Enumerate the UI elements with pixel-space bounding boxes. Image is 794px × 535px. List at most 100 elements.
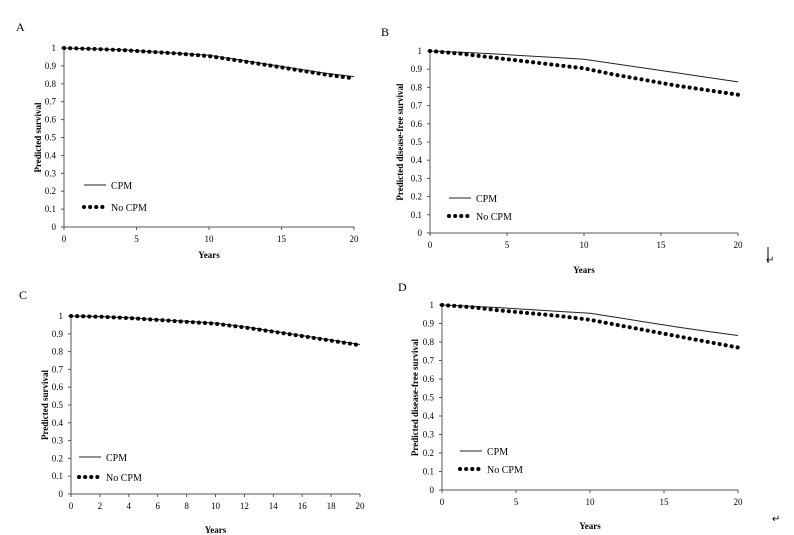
series-line-no-cpm bbox=[69, 314, 362, 348]
legend-label: No CPM bbox=[106, 473, 142, 484]
chart-panel-a: A00.10.20.30.40.50.60.70.80.910 5 10 15 20Ye… bbox=[16, 20, 359, 260]
x-tick-label: 2 bbox=[98, 501, 103, 511]
y-tick-label: 0.2 bbox=[45, 186, 56, 196]
y-tick-label: 0.6 bbox=[52, 382, 64, 392]
x-tick-label: 10 bbox=[205, 234, 215, 244]
y-tick-label: 0.6 bbox=[423, 374, 435, 384]
y-tick-label: 0.2 bbox=[52, 453, 63, 463]
y-tick-label: 0.4 bbox=[411, 155, 423, 165]
y-axis-title: Predicted survival bbox=[33, 102, 43, 173]
return-mark: ↵ bbox=[772, 514, 780, 525]
y-tick-label: 0.3 bbox=[423, 430, 435, 440]
x-tick-label: 10 bbox=[580, 240, 590, 250]
y-tick-label: 0.9 bbox=[423, 319, 435, 329]
y-tick-label: 0.8 bbox=[45, 79, 57, 89]
series-line-cpm bbox=[441, 304, 739, 336]
x-tick-label: 0 bbox=[62, 234, 67, 244]
y-tick-label: 0.5 bbox=[411, 137, 423, 147]
y-tick-label: 0.9 bbox=[411, 64, 423, 74]
y-tick-label: 0.6 bbox=[45, 115, 57, 125]
y-tick-label: 0.8 bbox=[411, 82, 423, 92]
x-tick-label: 18 bbox=[327, 501, 337, 511]
chart-panel-d: D00.10.20.30.40.50.60.70.80.910 5 10 15 20Ye… bbox=[398, 280, 743, 531]
x-tick-label: 0 bbox=[440, 497, 445, 507]
legend-label: No CPM bbox=[476, 212, 512, 223]
y-tick-label: 0.5 bbox=[45, 133, 57, 143]
panel-letter: A bbox=[16, 20, 25, 34]
y-tick-label: 0.3 bbox=[45, 168, 57, 178]
y-tick-label: 0.2 bbox=[411, 192, 422, 202]
x-tick-label: 10 bbox=[586, 497, 596, 507]
y-tick-label: 0 bbox=[418, 228, 423, 238]
series-line-no-cpm bbox=[62, 46, 356, 81]
y-tick-label: 0.3 bbox=[411, 173, 423, 183]
x-tick-label: 14 bbox=[269, 501, 279, 511]
x-tick-label: 5 bbox=[514, 497, 519, 507]
x-tick-label: 20 bbox=[734, 240, 744, 250]
y-tick-label: 0 bbox=[59, 489, 64, 499]
y-tick-label: 0.5 bbox=[423, 393, 435, 403]
y-tick-label: 0.4 bbox=[423, 411, 435, 421]
x-tick-label: 10 bbox=[211, 501, 221, 511]
y-tick-label: 0.7 bbox=[52, 364, 64, 374]
y-tick-label: 0.8 bbox=[423, 337, 435, 347]
legend-label: CPM bbox=[111, 181, 132, 192]
x-tick-label: 20 bbox=[356, 501, 366, 511]
y-tick-label: 0.4 bbox=[52, 418, 64, 428]
y-tick-label: 0.1 bbox=[423, 467, 434, 477]
x-tick-label: 15 bbox=[657, 240, 667, 250]
x-tick-label: 20 bbox=[350, 234, 360, 244]
x-tick-label: 4 bbox=[127, 501, 132, 511]
panel-letter: B bbox=[381, 25, 389, 39]
y-tick-label: 0.9 bbox=[45, 61, 57, 71]
y-tick-label: 0 bbox=[430, 485, 435, 495]
y-tick-label: 0.6 bbox=[411, 119, 423, 129]
y-tick-label: 0.7 bbox=[45, 97, 57, 107]
y-tick-label: 0.4 bbox=[45, 150, 57, 160]
panel-letter: D bbox=[398, 280, 407, 294]
y-tick-label: 0.8 bbox=[52, 347, 64, 357]
y-tick-label: 0.5 bbox=[52, 400, 64, 410]
y-tick-label: 0.9 bbox=[52, 329, 64, 339]
x-tick-label: 6 bbox=[155, 501, 160, 511]
x-tick-label: 20 bbox=[734, 497, 744, 507]
y-tick-label: 0.3 bbox=[52, 436, 64, 446]
x-tick-label: 12 bbox=[240, 501, 249, 511]
y-axis-title: Predicted survival bbox=[40, 369, 50, 440]
series-line-cpm bbox=[429, 50, 739, 83]
y-tick-label: 0.1 bbox=[52, 471, 63, 481]
legend-label: No CPM bbox=[487, 465, 523, 476]
y-tick-label: 1 bbox=[430, 300, 435, 310]
y-tick-label: 1 bbox=[59, 311, 64, 321]
x-tick-label: 15 bbox=[660, 497, 670, 507]
x-tick-label: 16 bbox=[298, 501, 308, 511]
y-tick-label: 0.7 bbox=[411, 101, 423, 111]
y-tick-label: 0.2 bbox=[423, 448, 434, 458]
x-tick-label: 15 bbox=[277, 234, 287, 244]
x-tick-label: 5 bbox=[505, 240, 510, 250]
series-line-no-cpm bbox=[428, 49, 740, 97]
y-tick-label: 0.1 bbox=[45, 204, 56, 214]
x-tick-label: 0 bbox=[428, 240, 433, 250]
y-tick-label: 0.7 bbox=[423, 356, 435, 366]
x-tick-label: 5 bbox=[134, 234, 139, 244]
y-tick-label: 1 bbox=[418, 46, 423, 56]
legend-label: No CPM bbox=[111, 203, 147, 214]
panel-letter: C bbox=[19, 288, 27, 302]
series-line-cpm bbox=[70, 315, 361, 345]
y-axis-title: Predicted disease-free survival bbox=[395, 83, 405, 201]
series-line-cpm bbox=[63, 47, 355, 78]
chart-panel-b: B00.10.20.30.40.50.60.70.80.910 5 10 15 20Ye… bbox=[381, 25, 743, 275]
legend-label: CPM bbox=[487, 447, 508, 458]
chart-panel-c: C00.10.20.30.40.50.60.70.80.910 2 4 6 8 10 12 1… bbox=[19, 288, 365, 535]
x-axis-title: Years bbox=[579, 521, 601, 531]
y-tick-label: 1 bbox=[52, 43, 57, 53]
y-tick-label: 0.1 bbox=[411, 210, 422, 220]
x-tick-label: 8 bbox=[184, 501, 189, 511]
y-tick-label: 0 bbox=[52, 222, 57, 232]
legend-label: CPM bbox=[476, 194, 497, 205]
return-mark: ↵ bbox=[766, 255, 774, 266]
legend-label: CPM bbox=[106, 453, 127, 464]
x-tick-label: 0 bbox=[69, 501, 74, 511]
